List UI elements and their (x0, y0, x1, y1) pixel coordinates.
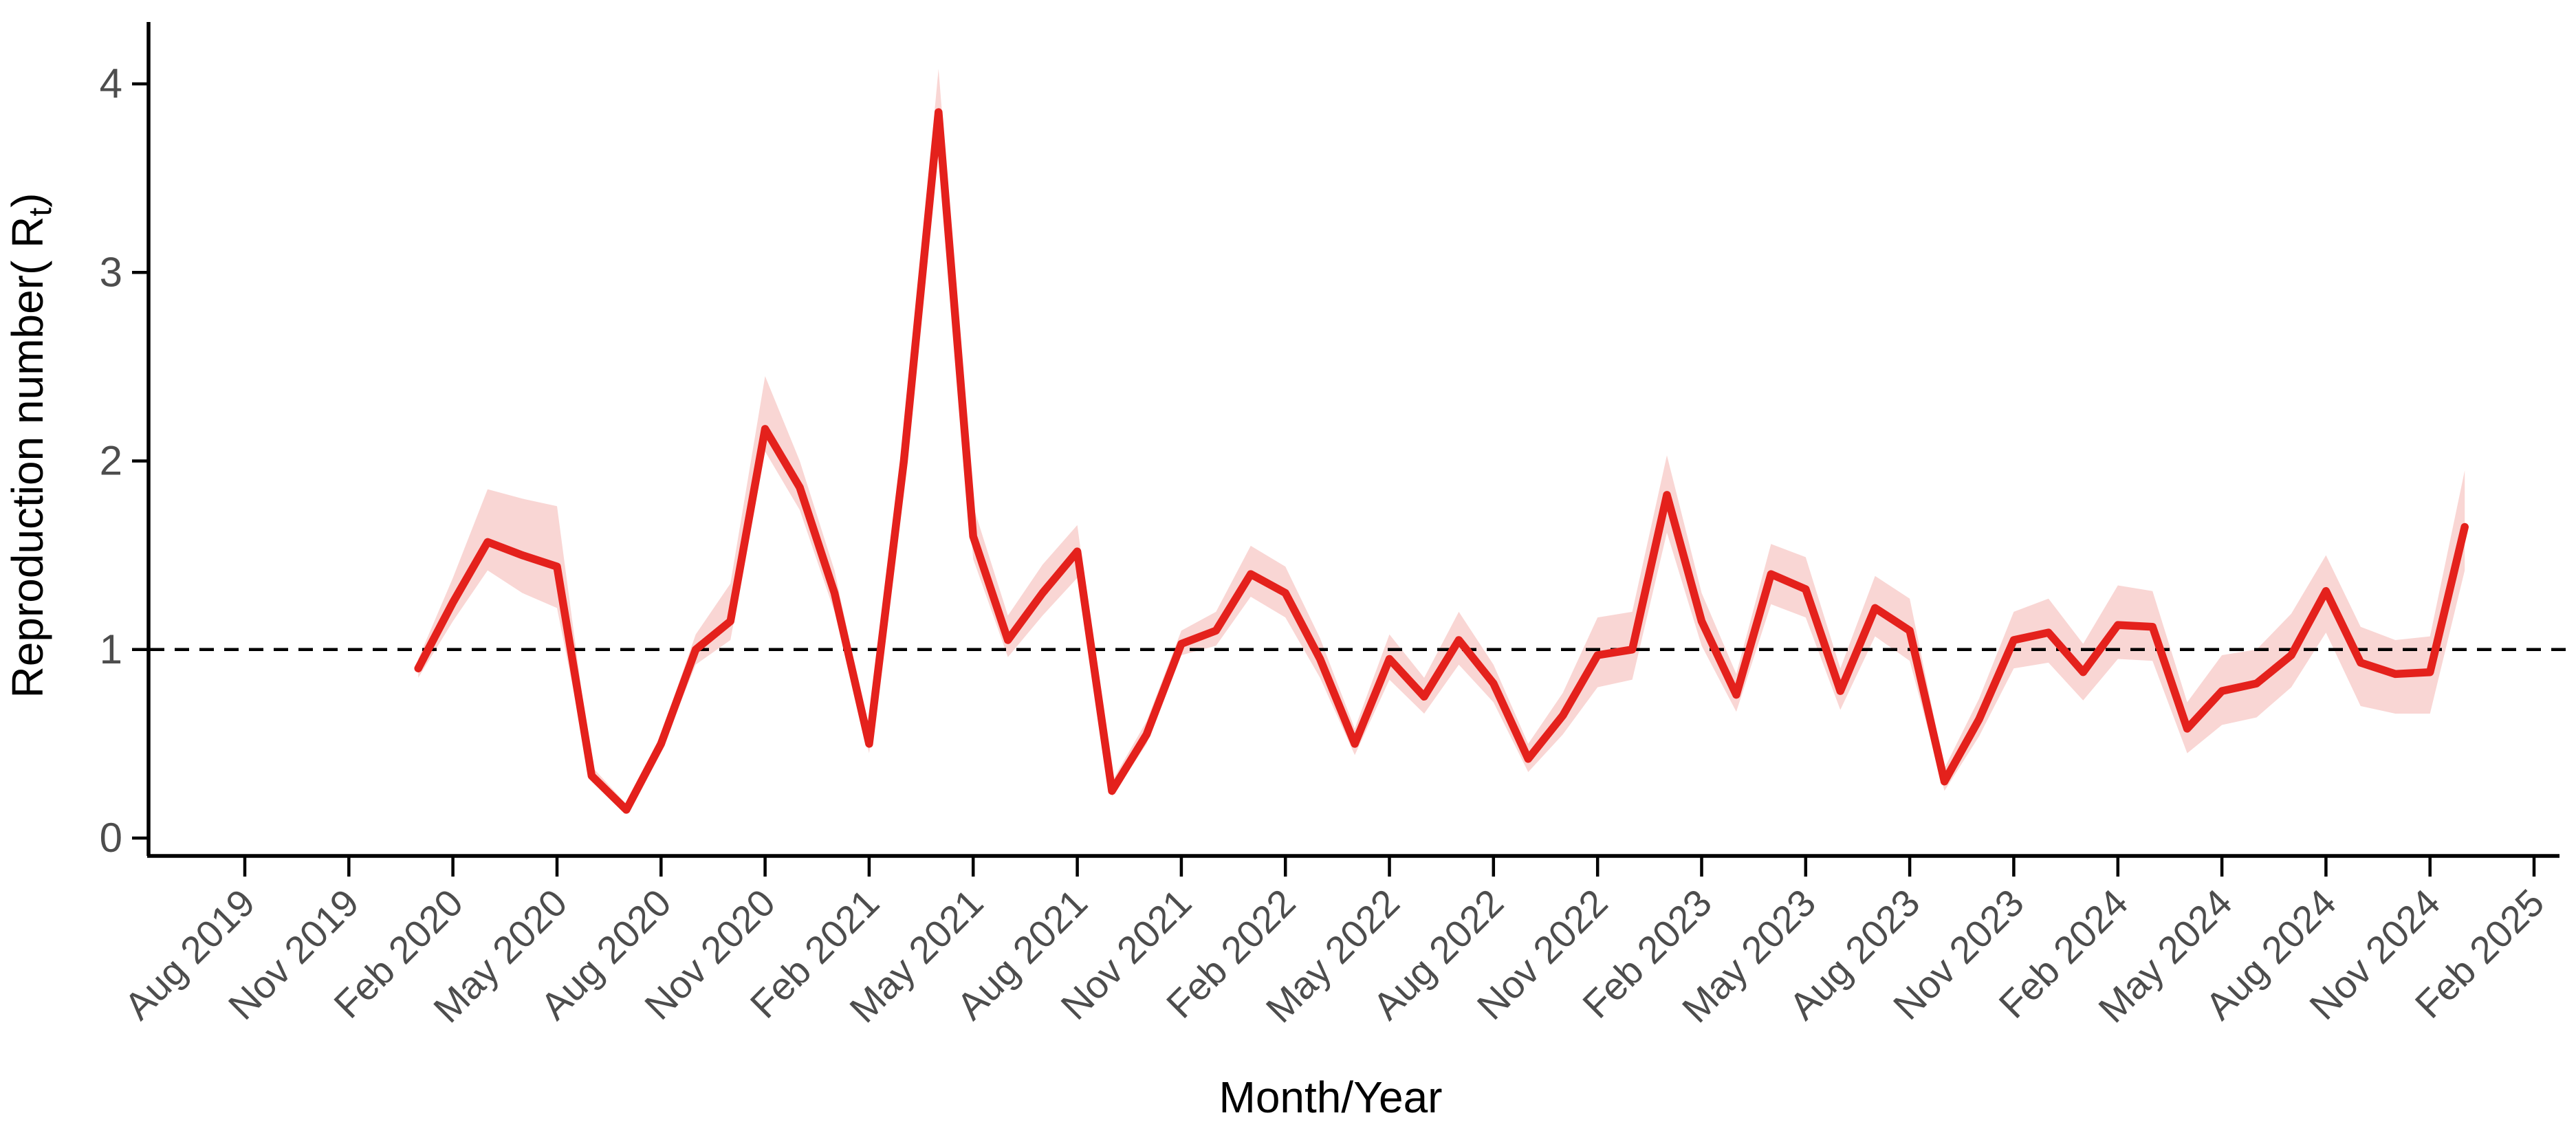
y-axis-ticks: 0 1 2 3 4 (100, 60, 149, 861)
y-axis-title: Reproduction number( Rt) (3, 193, 58, 698)
y-tick-label: 4 (100, 60, 122, 107)
y-tick-label: 2 (100, 438, 122, 484)
axes (146, 22, 2559, 858)
confidence-ribbon (418, 69, 2465, 814)
y-tick-label: 0 (100, 815, 122, 861)
y-tick-label: 3 (100, 249, 122, 295)
x-axis-title: Month/Year (1219, 1072, 1443, 1122)
y-tick-label: 1 (100, 626, 122, 672)
ylabel-subscript: t (22, 208, 58, 217)
rt-line-path (414, 108, 2469, 814)
rt-line (414, 108, 2469, 814)
ribbon-area (418, 69, 2465, 814)
